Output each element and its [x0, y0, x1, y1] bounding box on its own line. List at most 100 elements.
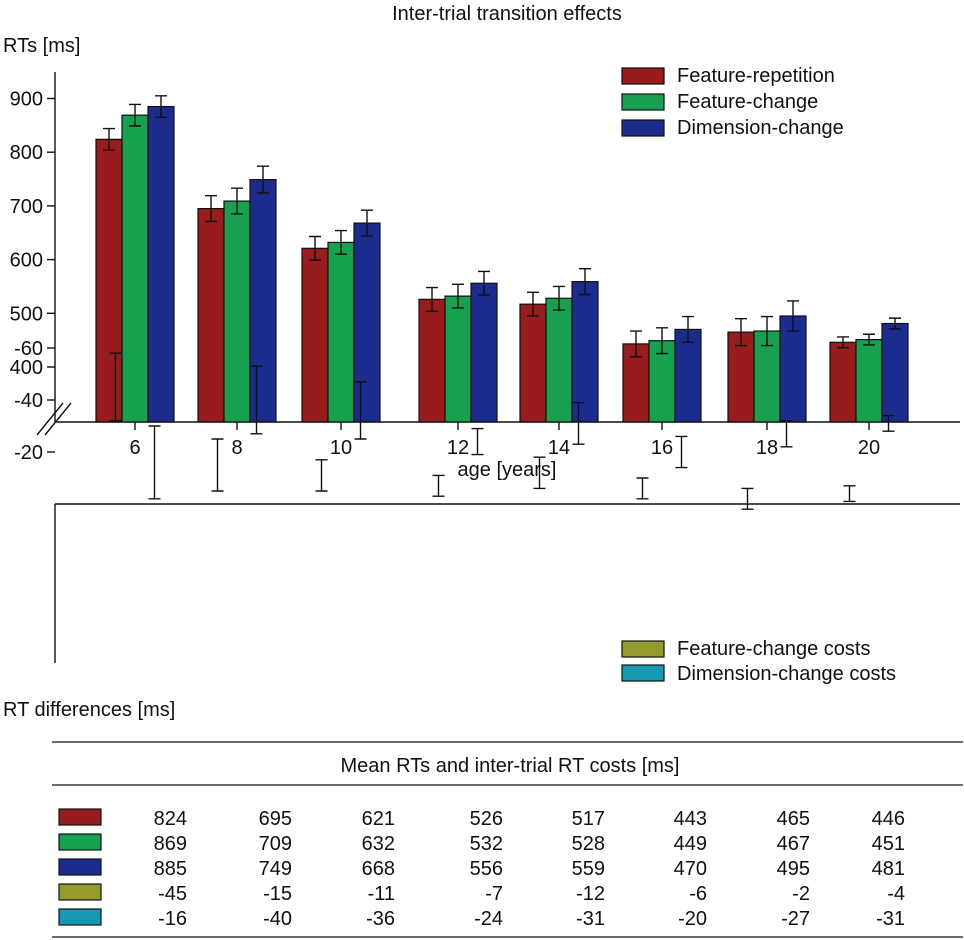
x-tick-label-14: 14: [548, 437, 570, 459]
bar-feature-repetition-12: [418, 298, 446, 423]
bar-feature-change-6: [121, 114, 149, 423]
legend-swatch-feature-repetition: [621, 67, 665, 85]
error-bar-feature-change-18: [761, 315, 773, 347]
table-cell-dimension-change-costs-2: -40: [263, 908, 292, 930]
error-bar-feature-repetition-8: [205, 194, 217, 223]
error-bar-feature-change-costs-20: [843, 485, 856, 503]
table-cell-feature-change-costs-7: -2: [792, 883, 810, 905]
table-cell-feature-change-3: 632: [362, 833, 395, 855]
error-bar-feature-change-costs-10: [315, 459, 328, 492]
table-cell-feature-change-costs-1: -45: [158, 883, 187, 905]
bar-dimension-change-10: [353, 222, 381, 423]
bar-feature-repetition-6: [95, 138, 123, 423]
error-bar-dimension-change-14: [579, 268, 591, 296]
error-bar-feature-repetition-10: [309, 235, 321, 261]
axis-break-mark-1: [36, 402, 64, 436]
bar-feature-repetition-20: [829, 341, 857, 423]
chart-title: Inter-trial transition effects: [392, 3, 622, 25]
error-bar-feature-change-costs-18: [741, 487, 754, 510]
bar-dimension-change-6: [147, 105, 175, 423]
error-bar-feature-change-costs-6: [109, 352, 122, 422]
table-cell-feature-repetition-6: 443: [674, 808, 707, 830]
error-bar-dimension-change-6: [155, 95, 167, 118]
table-cell-feature-change-2: 709: [259, 833, 292, 855]
table-cell-feature-change-1: 869: [154, 833, 187, 855]
table-cell-feature-change-7: 467: [777, 833, 810, 855]
legend-swatch-dimension-change-costs: [621, 664, 665, 682]
error-bar-feature-change-10: [335, 229, 347, 255]
error-bar-feature-change-12: [452, 283, 464, 309]
table-cell-dimension-change-7: 495: [777, 858, 810, 880]
legend-label-feature-change: Feature-change: [677, 91, 818, 113]
bar-feature-repetition-14: [519, 303, 547, 423]
error-bar-feature-change-costs-14: [533, 456, 546, 490]
table-cell-dimension-change-costs-3: -36: [366, 908, 395, 930]
top-x-ticks: 6 8 10 12 14 16 18 20: [129, 422, 880, 459]
table-cell-dimension-change-costs-7: -27: [781, 908, 810, 930]
error-bar-feature-repetition-18: [735, 317, 747, 347]
axis-break-mark-2: [44, 402, 72, 436]
error-bar-feature-change-16: [656, 327, 668, 355]
table-cell-feature-change-4: 532: [470, 833, 503, 855]
x-tick-label-8: 8: [231, 437, 242, 459]
table-cell-feature-change-costs-3: -11: [368, 883, 395, 905]
top-legend: Feature-repetition Feature-change Dimens…: [621, 65, 844, 139]
top-x-axis-label: age [years]: [458, 459, 557, 481]
bar-feature-repetition-8: [197, 207, 225, 423]
table-cell-feature-repetition-2: 695: [259, 808, 292, 830]
error-bar-feature-repetition-14: [527, 291, 539, 317]
error-bar-dimension-change-18: [787, 300, 799, 332]
legend-label-feature-repetition: Feature-repetition: [677, 65, 835, 87]
error-bar-dimension-change-8: [257, 165, 269, 194]
error-bar-feature-change-6: [129, 103, 141, 127]
error-bar-dimension-change-20: [889, 317, 901, 330]
table-cell-dimension-change-costs-4: -24: [474, 908, 503, 930]
top-y-tick-label-500: 500: [10, 303, 43, 325]
bar-dimension-change-16: [674, 328, 702, 423]
table-cell-feature-change-costs-8: -4: [887, 883, 905, 905]
table-cell-dimension-change-3: 668: [362, 858, 395, 880]
bar-feature-change-14: [545, 297, 573, 423]
top-y-tick-label-800: 800: [10, 142, 43, 164]
bar-dimension-change-8: [249, 178, 277, 423]
table-cell-feature-repetition-3: 621: [362, 808, 395, 830]
table-cell-feature-change-5: 528: [572, 833, 605, 855]
error-bar-dimension-change-costs-18: [780, 420, 793, 448]
table-cell-feature-change-costs-4: -7: [485, 883, 503, 905]
top-y-tick-label-600: 600: [10, 250, 43, 272]
table-swatch-feature-change-costs: [58, 883, 102, 901]
error-bar-dimension-change-costs-12: [471, 427, 484, 456]
top-y-tick-label-900: 900: [10, 89, 43, 111]
table-cell-dimension-change-costs-1: -16: [158, 908, 187, 930]
top-y-ticks: 400 500 600 700 800 900: [10, 89, 55, 379]
bottom-y-tick-label--40: -40: [14, 390, 43, 412]
bar-dimension-change-14: [571, 281, 599, 423]
error-bar-feature-change-costs-12: [432, 474, 445, 497]
table-swatch-dimension-change: [58, 858, 102, 876]
error-bar-feature-repetition-12: [426, 286, 438, 312]
table-cell-feature-repetition-4: 526: [470, 808, 503, 830]
legend-label-dimension-change: Dimension-change: [677, 117, 844, 139]
table-cell-feature-change-costs-6: -6: [689, 883, 707, 905]
table-rows: 824 695 621 526 517 443 465 446 869 709 632 532 528 4…: [58, 808, 905, 930]
bar-dimension-change-18: [779, 315, 807, 423]
top-y-axis-label: RTs [ms]: [3, 35, 80, 57]
legend-label-dimension-change-costs: Dimension-change costs: [677, 663, 896, 685]
error-bar-dimension-change-costs-10: [354, 381, 367, 440]
table-cell-dimension-change-costs-5: -31: [576, 908, 605, 930]
error-bar-feature-change-costs-16: [636, 477, 649, 500]
bar-feature-change-8: [223, 200, 251, 423]
bottom-y-tick-label--20: -20: [14, 442, 43, 464]
x-tick-label-6: 6: [129, 437, 140, 459]
table-cell-dimension-change-5: 559: [572, 858, 605, 880]
table-cell-dimension-change-8: 481: [872, 858, 905, 880]
table-cell-feature-change-costs-5: -12: [576, 883, 605, 905]
error-bar-feature-change-costs-8: [211, 438, 224, 492]
legend-swatch-feature-change-costs: [621, 640, 665, 658]
table-cell-feature-repetition-7: 465: [777, 808, 810, 830]
table-cell-dimension-change-4: 556: [470, 858, 503, 880]
error-bar-dimension-change-costs-8: [250, 365, 263, 435]
top-y-tick-label-400: 400: [10, 357, 43, 379]
table-cell-dimension-change-2: 749: [259, 858, 292, 880]
